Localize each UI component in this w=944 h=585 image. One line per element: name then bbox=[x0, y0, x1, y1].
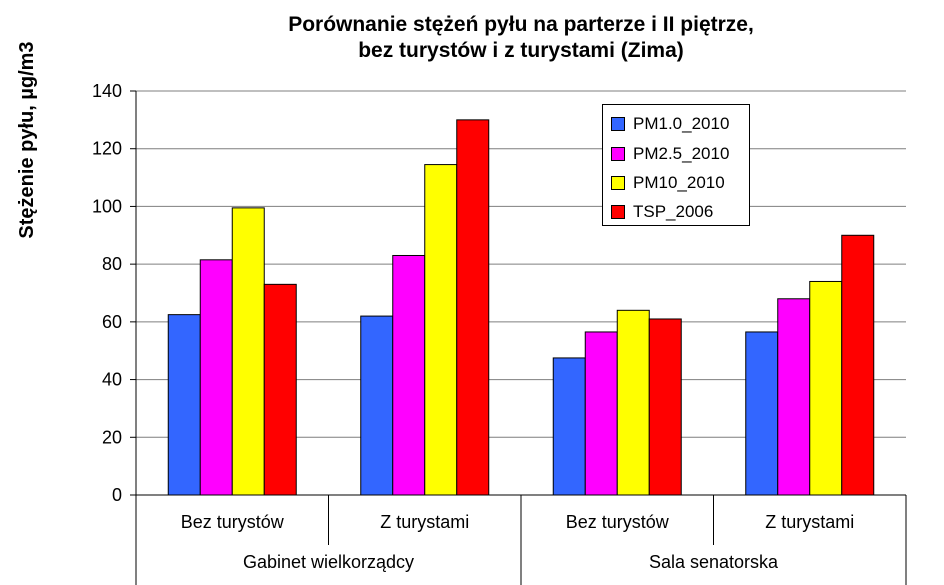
chart-title-line-2: bez turystów i z turystami (Zima) bbox=[358, 39, 684, 62]
bar bbox=[841, 234, 875, 496]
x-category-label: Bez turystów bbox=[566, 512, 670, 532]
y-tick-label: 0 bbox=[112, 485, 122, 505]
bar bbox=[456, 119, 490, 496]
axes bbox=[130, 90, 907, 585]
bar bbox=[392, 254, 426, 496]
legend-item: TSP_2006 bbox=[611, 201, 713, 223]
y-tick-label: 40 bbox=[102, 370, 122, 390]
x-group-label: Sala senatorska bbox=[649, 552, 779, 572]
legend-item: PM1.0_2010 bbox=[611, 113, 729, 135]
bar bbox=[231, 207, 265, 496]
bar bbox=[616, 309, 650, 496]
legend-swatch bbox=[611, 147, 625, 161]
y-tick-label: 120 bbox=[92, 139, 122, 159]
bar bbox=[263, 283, 297, 496]
legend-swatch bbox=[611, 205, 625, 219]
legend-label: PM10_2010 bbox=[633, 173, 725, 192]
bar bbox=[648, 318, 682, 496]
bar bbox=[167, 314, 201, 496]
x-category-label: Bez turystów bbox=[181, 512, 285, 532]
legend-item: PM2.5_2010 bbox=[611, 143, 729, 165]
x-category-label: Z turystami bbox=[380, 512, 469, 532]
bar bbox=[584, 331, 618, 496]
legend-label: PM2.5_2010 bbox=[633, 144, 730, 163]
legend-swatch bbox=[611, 176, 625, 190]
bar bbox=[199, 259, 233, 496]
bar bbox=[552, 357, 586, 496]
axis-labels: 0 20 40 60 80 100 120 140 Bez turystów Z turystam… bbox=[92, 81, 854, 572]
bar bbox=[424, 164, 458, 496]
y-tick-label: 140 bbox=[92, 81, 122, 101]
legend-swatch bbox=[611, 117, 625, 131]
legend-label: TSP_2006 bbox=[633, 202, 714, 221]
legend-label: PM1.0_2010 bbox=[633, 114, 730, 133]
x-category-label: Z turystami bbox=[765, 512, 854, 532]
chart-title-line-1: Porównanie stężeń pyłu na parterze i II … bbox=[288, 13, 754, 36]
bar bbox=[360, 315, 394, 496]
bar bbox=[777, 298, 811, 496]
bar bbox=[745, 331, 779, 496]
y-tick-label: 20 bbox=[102, 427, 122, 447]
legend: PM1.0_2010 PM2.5_2010 PM10_2010 TSP_2006 bbox=[602, 104, 750, 226]
y-tick-label: 60 bbox=[102, 312, 122, 332]
y-tick-label: 80 bbox=[102, 254, 122, 274]
legend-item: PM10_2010 bbox=[611, 172, 725, 194]
y-tick-label: 100 bbox=[92, 196, 122, 216]
x-group-label: Gabinet wielkorządcy bbox=[243, 552, 414, 572]
bar bbox=[809, 280, 843, 496]
bars bbox=[167, 119, 875, 496]
